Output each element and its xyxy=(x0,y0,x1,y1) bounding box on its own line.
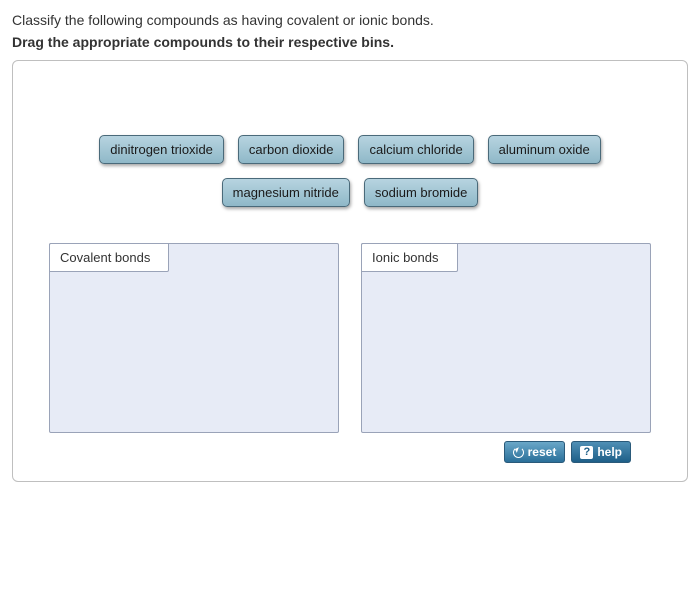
bin-label-ionic: Ionic bonds xyxy=(361,243,458,272)
reset-icon xyxy=(513,447,524,458)
reset-button[interactable]: reset xyxy=(504,441,566,463)
question-text: Classify the following compounds as havi… xyxy=(12,12,688,28)
compound-chip-dinitrogen-trioxide[interactable]: dinitrogen trioxide xyxy=(99,135,224,164)
compound-row: dinitrogen trioxide carbon dioxide calci… xyxy=(27,135,673,164)
compound-chip-carbon-dioxide[interactable]: carbon dioxide xyxy=(238,135,345,164)
compound-row: magnesium nitride sodium bromide xyxy=(27,178,673,207)
instruction-text: Drag the appropriate compounds to their … xyxy=(12,34,688,50)
help-button[interactable]: ? help xyxy=(571,441,631,463)
help-icon: ? xyxy=(580,446,593,459)
bin-covalent[interactable]: Covalent bonds xyxy=(49,243,339,433)
bin-label-covalent: Covalent bonds xyxy=(49,243,169,272)
bin-ionic[interactable]: Ionic bonds xyxy=(361,243,651,433)
footer-controls: reset ? help xyxy=(27,441,673,463)
reset-button-label: reset xyxy=(528,445,557,459)
compound-pool: dinitrogen trioxide carbon dioxide calci… xyxy=(27,135,673,207)
help-button-label: help xyxy=(597,445,622,459)
bins-container: Covalent bonds Ionic bonds xyxy=(27,243,673,433)
exercise-panel: dinitrogen trioxide carbon dioxide calci… xyxy=(12,60,688,482)
compound-chip-calcium-chloride[interactable]: calcium chloride xyxy=(358,135,473,164)
compound-chip-magnesium-nitride[interactable]: magnesium nitride xyxy=(222,178,350,207)
compound-chip-aluminum-oxide[interactable]: aluminum oxide xyxy=(488,135,601,164)
compound-chip-sodium-bromide[interactable]: sodium bromide xyxy=(364,178,479,207)
